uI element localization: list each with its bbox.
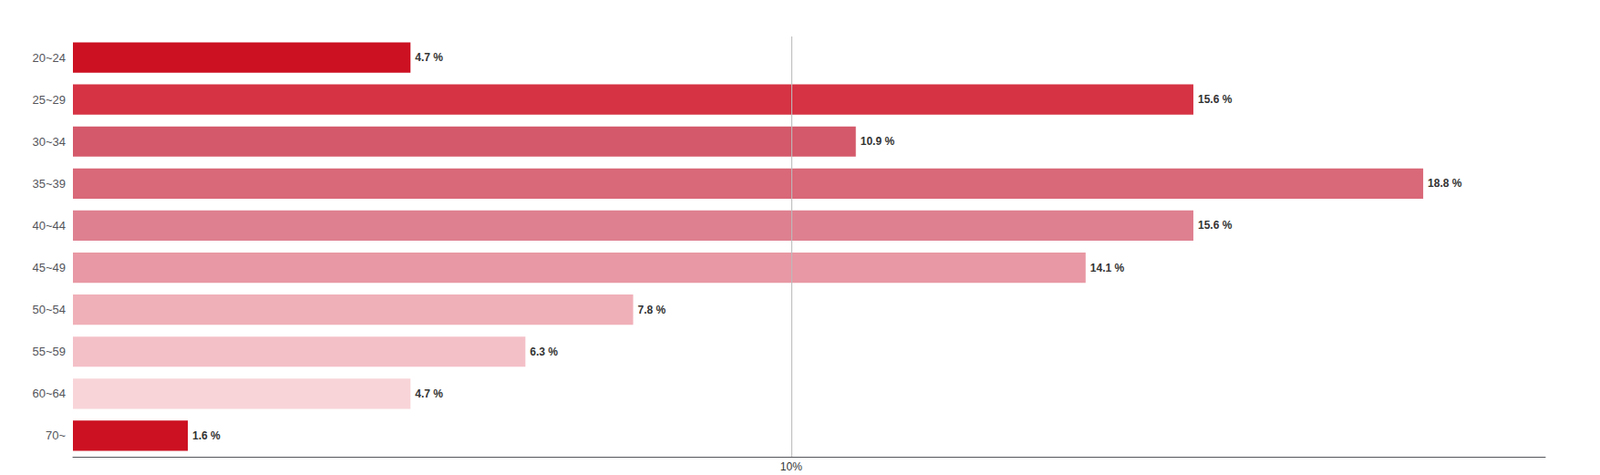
- svg-text:4.7 %: 4.7 %: [414, 51, 444, 64]
- svg-text:30~34: 30~34: [31, 134, 66, 149]
- svg-text:1.6 %: 1.6 %: [192, 429, 221, 443]
- svg-text:10.9 %: 10.9 %: [860, 134, 896, 148]
- svg-text:10%: 10%: [780, 460, 803, 474]
- svg-text:25~29: 25~29: [31, 92, 66, 107]
- svg-text:4.7 %: 4.7 %: [414, 387, 444, 401]
- svg-text:70~: 70~: [45, 428, 66, 443]
- svg-text:45~49: 45~49: [31, 260, 66, 275]
- svg-text:60~64: 60~64: [31, 386, 66, 401]
- svg-text:18.8 %: 18.8 %: [1427, 176, 1463, 190]
- svg-text:20~24: 20~24: [31, 51, 66, 65]
- svg-text:15.6 %: 15.6 %: [1197, 92, 1233, 106]
- svg-text:6.3 %: 6.3 %: [529, 345, 558, 359]
- svg-text:50~54: 50~54: [31, 302, 66, 317]
- svg-text:40~44: 40~44: [31, 218, 66, 233]
- svg-text:14.1 %: 14.1 %: [1090, 261, 1126, 275]
- svg-text:35~39: 35~39: [31, 176, 66, 191]
- svg-text:7.8 %: 7.8 %: [637, 303, 666, 317]
- svg-text:15.6 %: 15.6 %: [1197, 218, 1233, 232]
- svg-text:55~59: 55~59: [31, 344, 66, 359]
